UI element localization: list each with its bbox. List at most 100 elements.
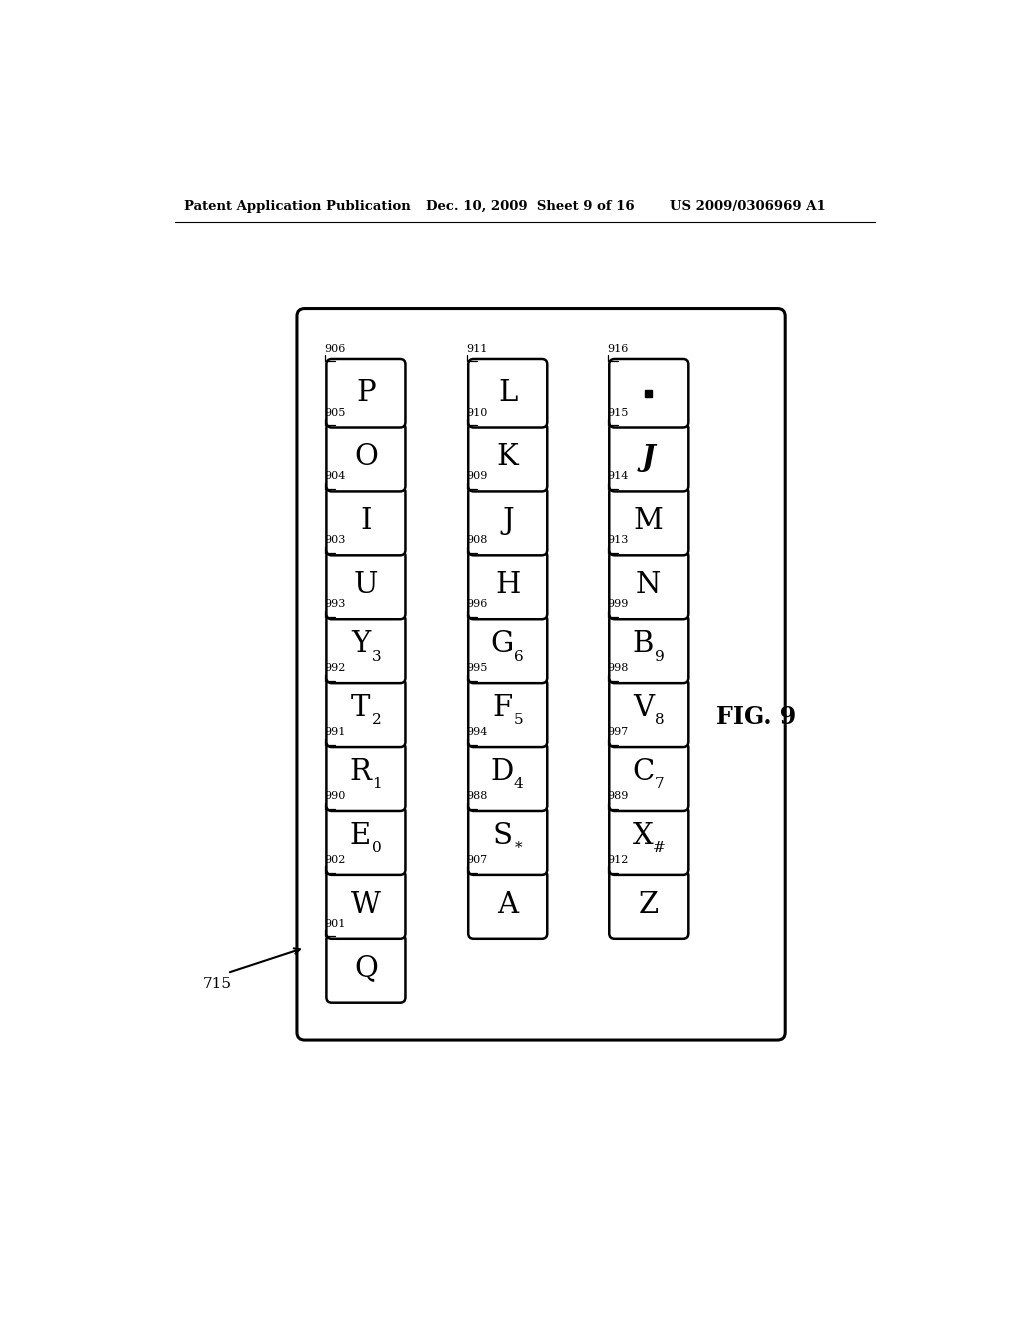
Text: B: B (633, 630, 654, 659)
Text: 1: 1 (372, 777, 382, 792)
Text: 715: 715 (203, 977, 232, 991)
Bar (645, 389, 652, 397)
Text: T: T (351, 694, 371, 722)
Text: I: I (360, 507, 372, 535)
Text: 901: 901 (324, 919, 345, 929)
FancyBboxPatch shape (327, 807, 406, 875)
Text: 992: 992 (324, 663, 345, 673)
FancyBboxPatch shape (327, 935, 406, 1003)
Text: Dec. 10, 2009  Sheet 9 of 16: Dec. 10, 2009 Sheet 9 of 16 (426, 199, 635, 213)
Text: 0: 0 (372, 841, 382, 855)
Text: D: D (490, 758, 514, 787)
FancyBboxPatch shape (468, 359, 547, 428)
Text: K: K (497, 444, 518, 471)
Text: O: O (354, 444, 378, 471)
Text: A: A (498, 891, 518, 919)
Text: J: J (642, 442, 655, 471)
FancyBboxPatch shape (609, 422, 688, 491)
Text: 4: 4 (514, 777, 523, 792)
Text: X: X (633, 822, 653, 850)
FancyBboxPatch shape (468, 422, 547, 491)
Text: 7: 7 (654, 777, 665, 792)
FancyBboxPatch shape (327, 678, 406, 747)
Text: V: V (633, 694, 654, 722)
Text: Z: Z (639, 891, 658, 919)
Text: 915: 915 (607, 408, 629, 417)
Text: M: M (634, 507, 664, 535)
Text: 905: 905 (324, 408, 345, 417)
Text: 998: 998 (607, 663, 629, 673)
Text: 993: 993 (324, 599, 345, 610)
FancyBboxPatch shape (327, 742, 406, 810)
Text: Patent Application Publication: Patent Application Publication (183, 199, 411, 213)
FancyBboxPatch shape (327, 550, 406, 619)
Text: 902: 902 (324, 855, 345, 865)
Text: H: H (495, 572, 520, 599)
Text: J: J (502, 507, 514, 535)
Text: 911: 911 (466, 343, 487, 354)
Text: 910: 910 (466, 408, 487, 417)
FancyBboxPatch shape (609, 615, 688, 684)
Text: 8: 8 (654, 714, 665, 727)
Text: 913: 913 (607, 536, 629, 545)
FancyBboxPatch shape (327, 487, 406, 556)
FancyBboxPatch shape (609, 742, 688, 810)
Text: 903: 903 (324, 536, 345, 545)
Text: 5: 5 (514, 714, 523, 727)
Text: E: E (350, 822, 371, 850)
Text: 996: 996 (466, 599, 487, 610)
Text: 904: 904 (324, 471, 345, 482)
FancyBboxPatch shape (609, 678, 688, 747)
Text: 994: 994 (466, 727, 487, 737)
Text: 912: 912 (607, 855, 629, 865)
Text: #: # (653, 841, 666, 855)
Text: 914: 914 (607, 471, 629, 482)
Text: Y: Y (351, 630, 370, 659)
Text: R: R (349, 758, 372, 787)
Text: S: S (493, 822, 512, 850)
Text: 907: 907 (466, 855, 487, 865)
Text: 2: 2 (372, 714, 382, 727)
Text: C: C (632, 758, 654, 787)
FancyBboxPatch shape (327, 422, 406, 491)
Text: W: W (351, 891, 381, 919)
Text: U: U (353, 572, 378, 599)
Text: 906: 906 (324, 343, 345, 354)
FancyBboxPatch shape (468, 870, 547, 939)
Text: 6: 6 (514, 649, 523, 664)
Text: 991: 991 (324, 727, 345, 737)
FancyBboxPatch shape (468, 807, 547, 875)
Text: 3: 3 (372, 649, 382, 664)
Text: 909: 909 (466, 471, 487, 482)
Text: 989: 989 (607, 791, 629, 801)
FancyBboxPatch shape (327, 615, 406, 684)
Text: 990: 990 (324, 791, 345, 801)
FancyBboxPatch shape (609, 807, 688, 875)
FancyBboxPatch shape (609, 870, 688, 939)
FancyBboxPatch shape (609, 359, 688, 428)
Text: Q: Q (354, 954, 378, 982)
FancyBboxPatch shape (297, 309, 785, 1040)
Text: N: N (636, 572, 662, 599)
Text: 995: 995 (466, 663, 487, 673)
Text: 916: 916 (607, 343, 629, 354)
Text: US 2009/0306969 A1: US 2009/0306969 A1 (671, 199, 826, 213)
Text: 908: 908 (466, 536, 487, 545)
Text: *: * (515, 841, 522, 855)
Text: P: P (356, 379, 376, 408)
FancyBboxPatch shape (468, 742, 547, 810)
Text: FIG. 9: FIG. 9 (716, 705, 796, 729)
FancyBboxPatch shape (327, 870, 406, 939)
Text: G: G (490, 630, 514, 659)
FancyBboxPatch shape (468, 615, 547, 684)
Text: F: F (493, 694, 512, 722)
FancyBboxPatch shape (468, 550, 547, 619)
FancyBboxPatch shape (327, 359, 406, 428)
FancyBboxPatch shape (609, 550, 688, 619)
Text: 999: 999 (607, 599, 629, 610)
Text: L: L (498, 379, 517, 408)
FancyBboxPatch shape (468, 487, 547, 556)
Text: 997: 997 (607, 727, 628, 737)
Text: 9: 9 (654, 649, 665, 664)
Text: 988: 988 (466, 791, 487, 801)
